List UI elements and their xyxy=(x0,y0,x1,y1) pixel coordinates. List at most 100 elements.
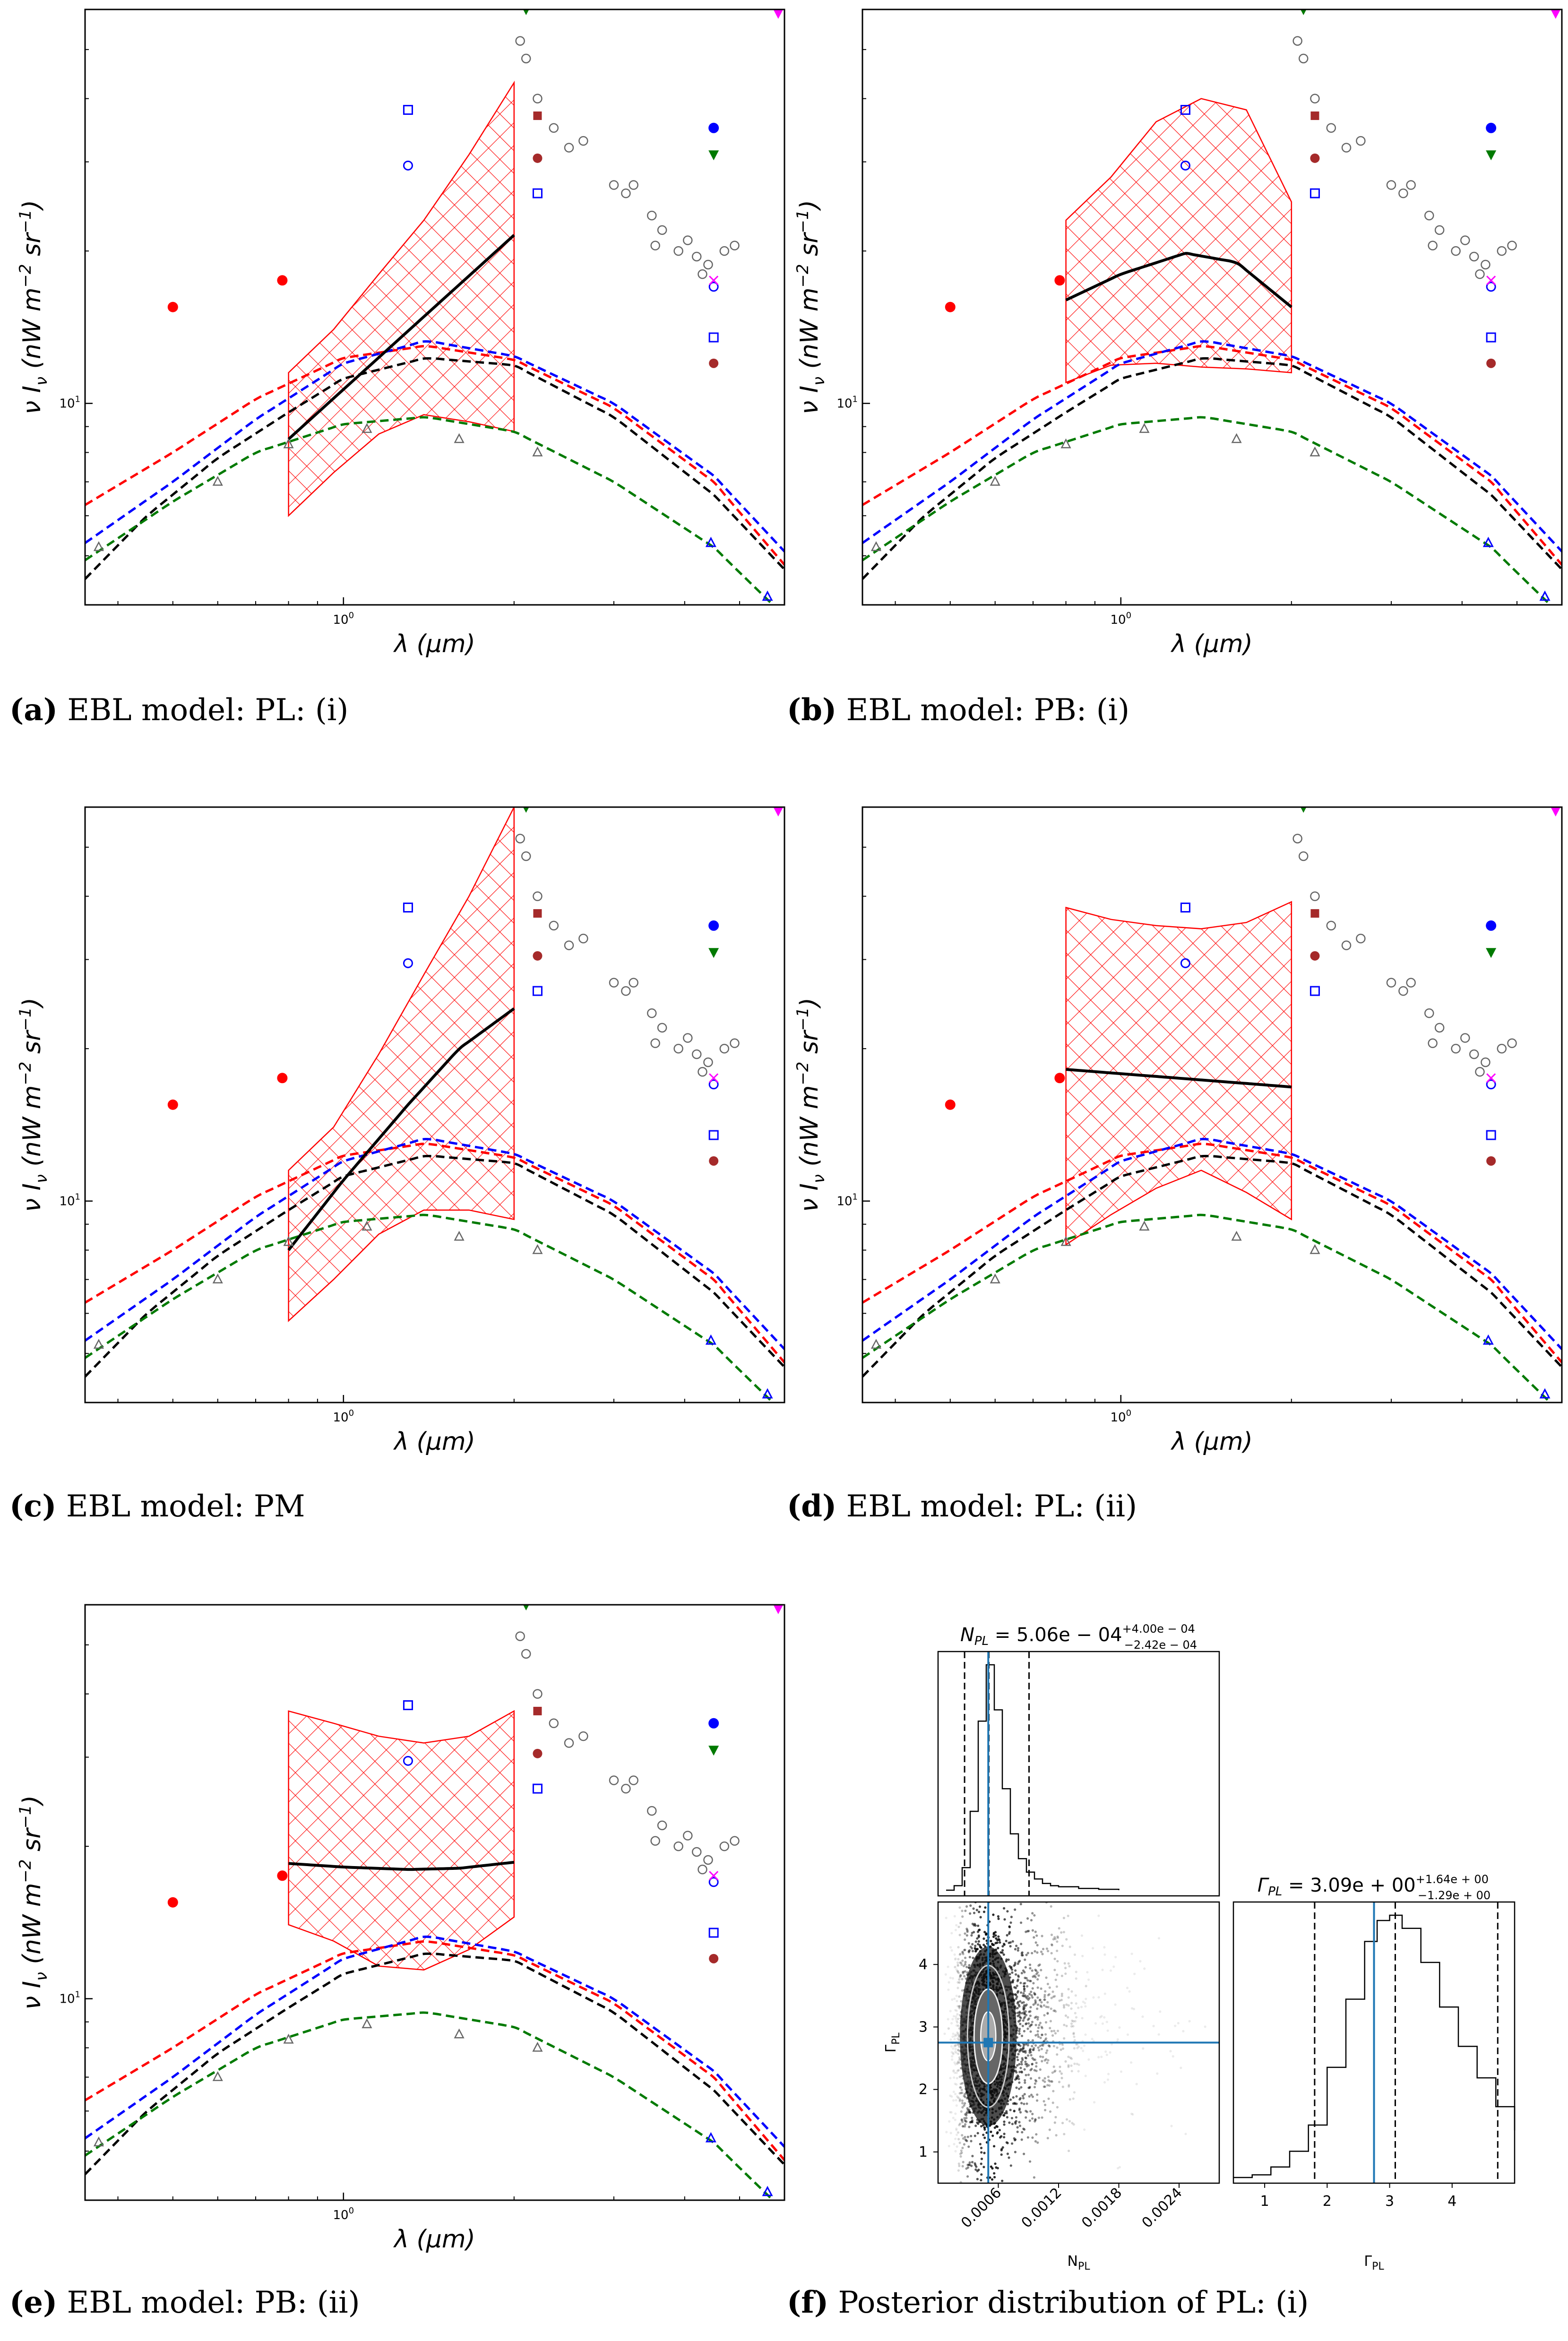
sample-point xyxy=(964,1932,966,1935)
y-label-part: ν xyxy=(32,377,51,386)
sample-point xyxy=(982,2134,985,2136)
obs-blue-circle xyxy=(403,958,413,968)
sample-point xyxy=(958,2142,961,2144)
sample-point xyxy=(961,2125,964,2128)
sample-point xyxy=(953,1966,956,1969)
obs-blue-square xyxy=(403,903,413,913)
obs-magenta-triangle xyxy=(773,807,784,817)
sample-point xyxy=(1047,2059,1050,2062)
sample-point xyxy=(1182,2030,1185,2032)
obs-brown-dot xyxy=(1486,1156,1496,1166)
plot-area-b xyxy=(862,9,1562,605)
obs-gray-triangle xyxy=(212,475,223,486)
sample-point xyxy=(977,1924,980,1927)
sample-point xyxy=(1061,2047,1065,2050)
sample-point xyxy=(1026,1952,1029,1954)
sample-point xyxy=(1019,2111,1022,2114)
sample-point xyxy=(1065,2024,1068,2027)
sample-point xyxy=(1023,2050,1025,2053)
obs-gray-triangle xyxy=(1231,1231,1242,1241)
sample-point xyxy=(1114,1956,1117,1959)
sample-point xyxy=(1070,2064,1073,2067)
sample-point xyxy=(997,1915,999,1918)
plot-area-c xyxy=(85,807,784,1403)
obs-gray-circle xyxy=(698,269,707,279)
gamma-x-tick-label: 3 xyxy=(1385,2193,1394,2210)
sample-point xyxy=(966,2175,969,2178)
sample-point xyxy=(1024,1958,1026,1961)
sample-point xyxy=(992,1933,995,1936)
sample-point xyxy=(964,2135,966,2139)
sample-point xyxy=(1075,2002,1077,2005)
sample-point xyxy=(1093,2101,1096,2104)
sample-point xyxy=(1049,2110,1052,2113)
y-axis-label: ν Iν (nW m−2 sr−1) xyxy=(16,1795,51,2010)
sample-point xyxy=(1014,1969,1017,1972)
sample-point xyxy=(1060,2076,1063,2080)
sample-point xyxy=(956,1981,959,1984)
obs-gray-circle xyxy=(1481,259,1490,270)
gamma-x-tick-label: 2 xyxy=(1323,2193,1332,2210)
model-curve-red xyxy=(862,1143,1562,1363)
y-label-part: (nW m xyxy=(795,1085,824,1174)
sample-point xyxy=(1074,1994,1077,1997)
obs-gray-triangle xyxy=(283,438,294,448)
sample-point xyxy=(1101,1969,1104,1971)
sample-point xyxy=(1073,2039,1076,2042)
sample-point xyxy=(1041,2033,1043,2036)
sample-point xyxy=(950,2051,953,2054)
obs-gray-triangle xyxy=(362,1221,372,1231)
sample-point xyxy=(958,2124,961,2126)
obs-gray-circle xyxy=(1497,246,1507,256)
sample-point xyxy=(961,2091,964,2094)
sample-point xyxy=(1024,2079,1026,2082)
sample-point xyxy=(1050,2030,1053,2032)
sample-point xyxy=(1064,1967,1067,1970)
sample-point xyxy=(962,2125,965,2128)
obs-blue-triangle xyxy=(762,2186,773,2196)
sample-point xyxy=(959,1953,962,1955)
y-label-part: sr xyxy=(18,1029,46,1062)
sample-point xyxy=(1025,2023,1027,2025)
sample-point xyxy=(967,2145,970,2148)
sample-point xyxy=(961,1915,964,1918)
sample-point xyxy=(977,2122,980,2125)
sample-point xyxy=(1019,2000,1022,2003)
obs-blue-triangle xyxy=(762,590,773,601)
sample-point xyxy=(964,2125,966,2128)
sample-point xyxy=(982,1944,985,1946)
obs-gray-circle xyxy=(621,986,631,996)
sample-point xyxy=(1009,1945,1012,1948)
sample-point xyxy=(1035,2080,1038,2083)
sample-point xyxy=(1034,1993,1036,1996)
sample-point xyxy=(954,1958,957,1961)
sample-point xyxy=(1030,2067,1033,2070)
sample-point xyxy=(1169,2050,1172,2053)
sample-point xyxy=(961,1950,964,1954)
obs-brown-dot xyxy=(1310,153,1320,163)
joint-y-label: ΓPL xyxy=(883,2032,902,2053)
sample-point xyxy=(1035,2069,1038,2072)
obs-gray-circle xyxy=(578,933,588,944)
obs-red-dot xyxy=(945,1099,956,1110)
obs-red-dot xyxy=(277,275,288,286)
obs-gray-circle xyxy=(1507,1038,1517,1048)
sample-point xyxy=(1052,2045,1055,2048)
sample-point xyxy=(1009,1890,1012,1893)
sample-point xyxy=(1024,2056,1027,2059)
sample-point xyxy=(1000,2149,1003,2152)
sample-point xyxy=(1014,2121,1017,2124)
sample-point xyxy=(977,1940,980,1943)
sample-point xyxy=(1026,2018,1029,2021)
obs-gray-circle xyxy=(515,1631,525,1641)
obs-gray-circle xyxy=(657,1820,667,1831)
sample-point xyxy=(955,2034,958,2037)
sample-point xyxy=(1003,2120,1006,2123)
sample-point xyxy=(1064,2060,1067,2063)
sample-point xyxy=(972,1956,974,1959)
label-main: Γ xyxy=(883,2045,899,2053)
gamma-x-tick-label: 4 xyxy=(1447,2193,1456,2210)
sample-point xyxy=(998,2129,1001,2132)
obs-blue-square xyxy=(708,1928,719,1938)
obs-blue-square xyxy=(532,1783,543,1794)
